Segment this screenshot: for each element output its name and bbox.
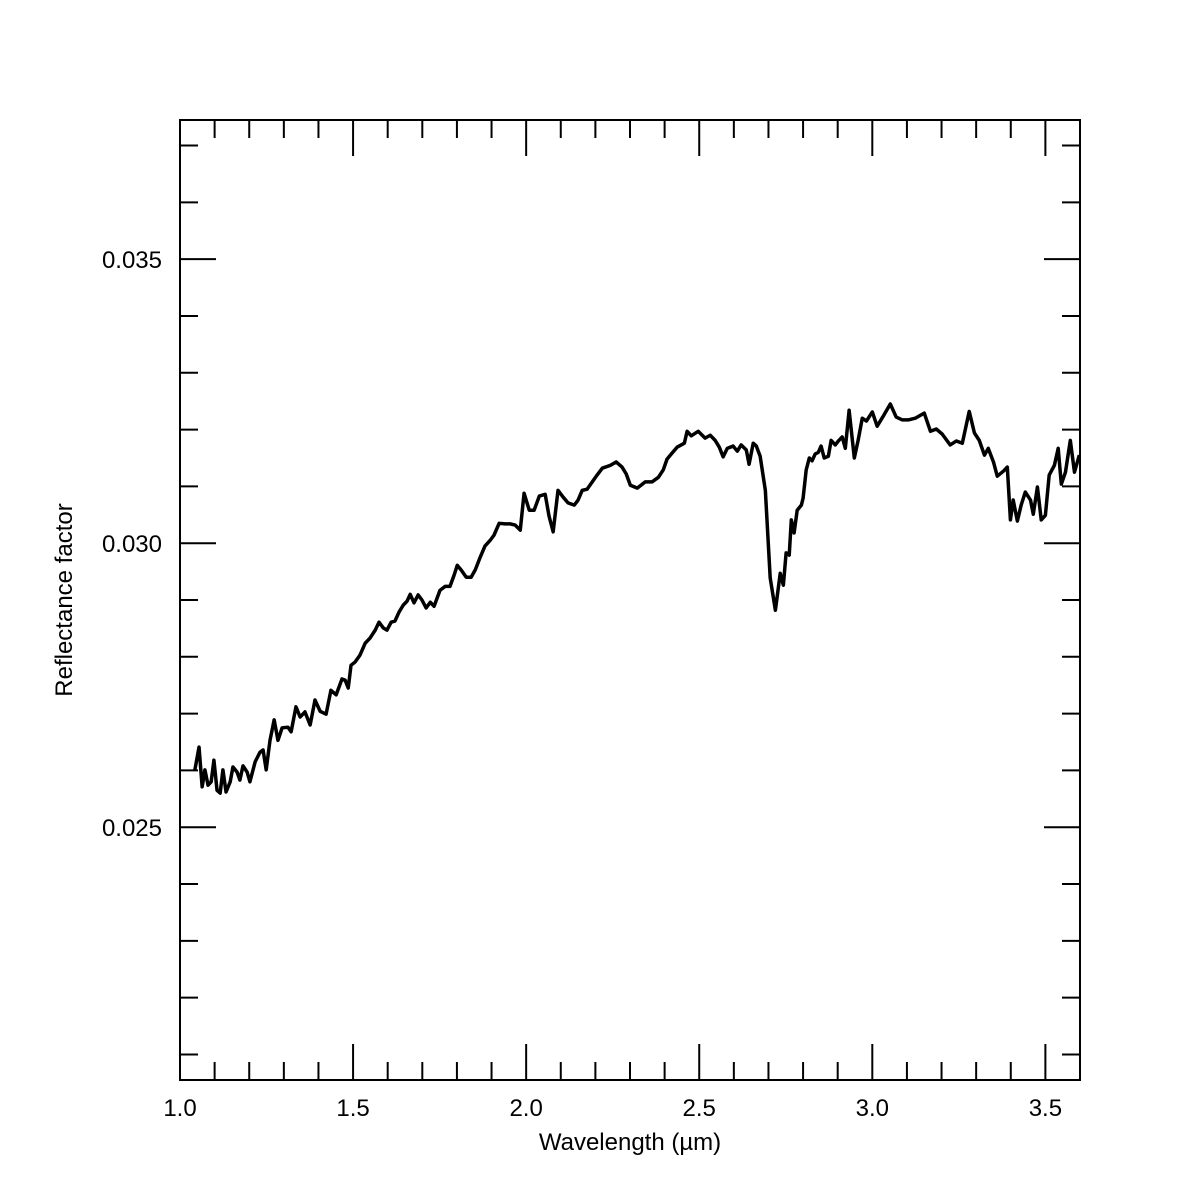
x-tick-label: 3.5 bbox=[1029, 1095, 1062, 1122]
y-tick-label: 0.030 bbox=[102, 531, 162, 558]
x-tick-label: 1.0 bbox=[163, 1095, 196, 1122]
spectrum-line bbox=[193, 402, 1081, 795]
x-axis-label: Wavelength (µm) bbox=[539, 1129, 721, 1156]
x-tick-label: 2.0 bbox=[509, 1095, 542, 1122]
x-tick-label: 1.5 bbox=[336, 1095, 369, 1122]
x-tick-label: 3.0 bbox=[856, 1095, 889, 1122]
plot-frame bbox=[179, 119, 1081, 1081]
y-tick-label: 0.035 bbox=[102, 247, 162, 274]
y-axis-label: Reflectance factor bbox=[51, 503, 78, 696]
x-tick-label: 2.5 bbox=[683, 1095, 716, 1122]
y-tick-label: 0.025 bbox=[102, 815, 162, 842]
